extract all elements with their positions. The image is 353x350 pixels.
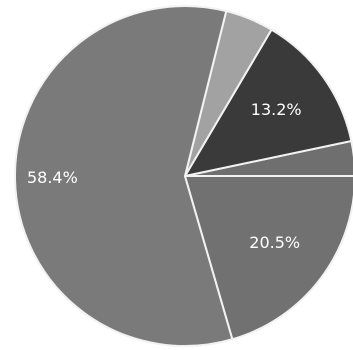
pie-slice-label-4: 20.5%	[249, 233, 300, 252]
pie-slice-3	[14, 5, 234, 347]
pie-slice-4	[184, 175, 353, 341]
pie-slice-1	[184, 28, 353, 177]
pie-slice-label-1: 13.2%	[251, 100, 302, 119]
pie-slice-label-3: 58.4%	[27, 168, 78, 187]
